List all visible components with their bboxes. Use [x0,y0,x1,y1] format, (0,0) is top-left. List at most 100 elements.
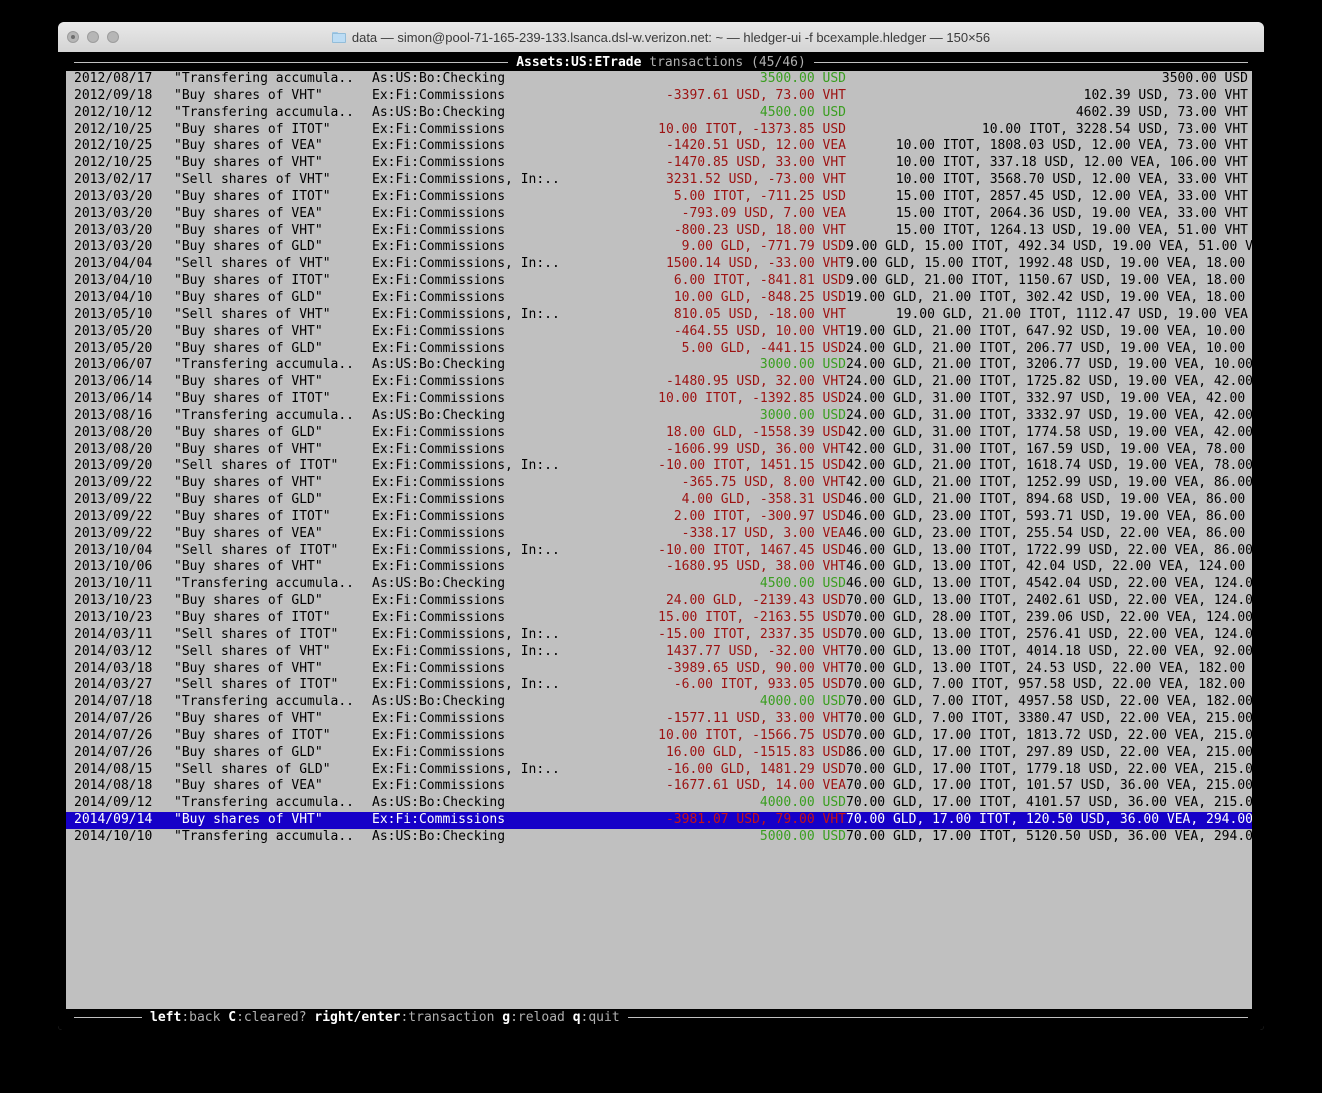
cell-account: As:US:Bo:Checking [372,694,506,710]
cell-account: Ex:Fi:Commissions, In:.. [372,172,560,188]
footer-rule-left [74,1017,142,1018]
zoom-button[interactable] [107,31,119,43]
table-row[interactable]: 2012/10/25 "Buy shares of VEA" Ex:Fi:Commi… [66,138,1256,155]
table-row[interactable]: 2014/10/10 "Transfering accumula.. As:US:B… [66,829,1256,846]
table-row[interactable]: 2013/03/20 "Buy shares of GLD" Ex:Fi:Commi… [66,239,1256,256]
cell-account: Ex:Fi:Commissions [372,87,506,103]
cell-date: 2014/08/15 [74,761,153,777]
table-row-selected[interactable]: 2014/09/14 "Buy shares of VHT" Ex:Fi:Commi… [66,812,1256,829]
table-row[interactable]: 2014/07/18 "Transfering accumula.. As:US:B… [66,694,1256,711]
cell-account: Ex:Fi:Commissions [372,424,506,440]
status-key-left[interactable]: left [150,1010,182,1025]
cell-balance: 15.00 ITOT, 2857.45 USD, 12.00 VEA, 33.0… [895,188,1248,204]
table-row[interactable]: 2014/08/18 "Buy shares of VEA" Ex:Fi:Commi… [66,778,1256,795]
cell-description: "Buy shares of ITOT" [174,727,331,743]
cell-description: "Buy shares of ITOT" [174,121,331,137]
cell-description: "Transfering accumula.. [174,71,355,86]
table-row[interactable]: 2013/09/22 "Buy shares of VHT" Ex:Fi:Commi… [66,475,1256,492]
table-row[interactable]: 2013/08/20 "Buy shares of VHT" Ex:Fi:Commi… [66,442,1256,459]
cell-account: As:US:Bo:Checking [372,407,506,423]
table-row[interactable]: 2013/05/20 "Buy shares of GLD" Ex:Fi:Commi… [66,341,1256,358]
table-row[interactable]: 2013/08/16 "Transfering accumula.. As:US:B… [66,408,1256,425]
table-row[interactable]: 2012/10/25 "Buy shares of VHT" Ex:Fi:Commi… [66,155,1256,172]
cell-balance: 9.00 GLD, 15.00 ITOT, 492.34 USD, 19.00 … [846,239,1256,255]
table-row[interactable]: 2013/06/14 "Buy shares of ITOT" Ex:Fi:Comm… [66,391,1256,408]
table-row[interactable]: 2013/05/10 "Sell shares of VHT" Ex:Fi:Comm… [66,307,1256,324]
cell-amount: 3000.00 USD [759,407,846,423]
cell-amount: 15.00 ITOT, -2163.55 USD [658,610,846,625]
table-row[interactable]: 2014/03/11 "Sell shares of ITOT" Ex:Fi:Com… [66,627,1256,644]
cell-description: "Transfering accumula.. [174,104,355,120]
table-row[interactable]: 2013/04/10 "Buy shares of ITOT" Ex:Fi:Comm… [66,273,1256,290]
minimize-button[interactable] [87,31,99,43]
cell-balance: 70.00 GLD, 7.00 ITOT, 3380.47 USD, 22.00… [846,711,1256,727]
cell-account: As:US:Bo:Checking [372,576,506,592]
cell-description: "Buy shares of ITOT" [174,391,331,407]
table-row[interactable]: 2013/05/20 "Buy shares of VHT" Ex:Fi:Commi… [66,324,1256,341]
cell-account: Ex:Fi:Commissions [372,340,506,356]
cell-date: 2013/08/20 [74,424,153,440]
table-row[interactable]: 2013/10/04 "Sell shares of ITOT" Ex:Fi:Com… [66,543,1256,560]
cell-description: "Sell shares of ITOT" [174,542,339,558]
close-button[interactable] [67,31,79,43]
cell-amount: 24.00 GLD, -2139.43 USD [665,593,846,609]
cell-account: Ex:Fi:Commissions, In:.. [372,643,560,659]
status-key-g[interactable]: g [502,1010,511,1025]
status-key-c[interactable]: C [228,1010,237,1025]
table-row[interactable]: 2014/08/15 "Sell shares of GLD" Ex:Fi:Comm… [66,762,1256,779]
table-row[interactable]: 2013/03/20 "Buy shares of VEA" Ex:Fi:Commi… [66,206,1256,223]
cell-date: 2014/07/26 [74,711,153,727]
cell-account: Ex:Fi:Commissions [372,508,506,524]
cell-account: Ex:Fi:Commissions [372,475,506,491]
table-row[interactable]: 2013/06/14 "Buy shares of VHT" Ex:Fi:Commi… [66,374,1256,391]
transactions-list[interactable]: 2012/08/17 "Transfering accumula.. As:US:B… [66,71,1256,1009]
cell-date: 2012/10/25 [74,121,153,137]
table-row[interactable]: 2013/03/20 "Buy shares of VHT" Ex:Fi:Commi… [66,223,1256,240]
table-row[interactable]: 2013/06/07 "Transfering accumula.. As:US:B… [66,357,1256,374]
table-row[interactable]: 2013/08/20 "Buy shares of GLD" Ex:Fi:Commi… [66,425,1256,442]
table-row[interactable]: 2012/10/12 "Transfering accumula.. As:US:B… [66,105,1256,122]
cell-account: Ex:Fi:Commissions [372,711,506,727]
cell-date: 2012/09/18 [74,87,153,103]
table-row[interactable]: 2013/09/20 "Sell shares of ITOT" Ex:Fi:Com… [66,458,1256,475]
table-row[interactable]: 2014/03/18 "Buy shares of VHT" Ex:Fi:Commi… [66,661,1256,678]
cell-description: "Buy shares of GLD" [174,340,323,356]
table-row[interactable]: 2013/10/23 "Buy shares of GLD" Ex:Fi:Commi… [66,593,1256,610]
table-row[interactable]: 2014/07/26 "Buy shares of GLD" Ex:Fi:Commi… [66,745,1256,762]
cell-description: "Buy shares of GLD" [174,593,323,609]
folder-icon [331,31,346,43]
table-row[interactable]: 2013/09/22 "Buy shares of ITOT" Ex:Fi:Comm… [66,509,1256,526]
table-row[interactable]: 2014/03/12 "Sell shares of VHT" Ex:Fi:Comm… [66,644,1256,661]
cell-description: "Transfering accumula.. [174,407,355,423]
window-titlebar[interactable]: data — simon@pool-71-165-239-133.lsanca.… [58,22,1264,53]
table-row[interactable]: 2014/03/27 "Sell shares of ITOT" Ex:Fi:Com… [66,677,1256,694]
table-row[interactable]: 2013/09/22 "Buy shares of VEA" Ex:Fi:Commi… [66,526,1256,543]
status-key-q[interactable]: q [572,1010,581,1025]
cell-balance: 70.00 GLD, 7.00 ITOT, 957.58 USD, 22.00 … [846,677,1256,693]
cell-balance: 42.00 GLD, 21.00 ITOT, 1618.74 USD, 19.0… [846,458,1256,474]
table-row[interactable]: 2013/10/23 "Buy shares of ITOT" Ex:Fi:Comm… [66,610,1256,627]
table-row[interactable]: 2013/10/06 "Buy shares of VHT" Ex:Fi:Commi… [66,559,1256,576]
table-row[interactable]: 2013/03/20 "Buy shares of ITOT" Ex:Fi:Comm… [66,189,1256,206]
cell-date: 2013/05/10 [74,306,153,322]
table-row[interactable]: 2012/09/18 "Buy shares of VHT" Ex:Fi:Commi… [66,88,1256,105]
terminal-window: data — simon@pool-71-165-239-133.lsanca.… [58,22,1264,1030]
table-row[interactable]: 2014/07/26 "Buy shares of ITOT" Ex:Fi:Comm… [66,728,1256,745]
scrollbar[interactable] [1252,71,1256,1009]
table-row[interactable]: 2013/02/17 "Sell shares of VHT" Ex:Fi:Comm… [66,172,1256,189]
table-row[interactable]: 2014/09/12 "Transfering accumula.. As:US:B… [66,795,1256,812]
terminal-viewport: Assets:US:ETrade transactions (45/46) 20… [58,52,1264,1030]
table-row[interactable]: 2012/10/25 "Buy shares of ITOT" Ex:Fi:Comm… [66,122,1256,139]
table-row[interactable]: 2013/09/22 "Buy shares of GLD" Ex:Fi:Commi… [66,492,1256,509]
cell-account: Ex:Fi:Commissions [372,593,506,609]
table-row[interactable]: 2012/08/17 "Transfering accumula.. As:US:B… [66,71,1256,88]
table-row[interactable]: 2013/04/04 "Sell shares of VHT" Ex:Fi:Comm… [66,256,1256,273]
cell-account: Ex:Fi:Commissions [372,273,506,289]
cell-date: 2013/09/20 [74,458,153,474]
status-key-right-enter[interactable]: right/enter [314,1010,401,1025]
cell-date: 2013/06/07 [74,357,153,373]
cell-account: Ex:Fi:Commissions [372,289,506,305]
table-row[interactable]: 2013/04/10 "Buy shares of GLD" Ex:Fi:Commi… [66,290,1256,307]
table-row[interactable]: 2013/10/11 "Transfering accumula.. As:US:B… [66,576,1256,593]
table-row[interactable]: 2014/07/26 "Buy shares of VHT" Ex:Fi:Commi… [66,711,1256,728]
